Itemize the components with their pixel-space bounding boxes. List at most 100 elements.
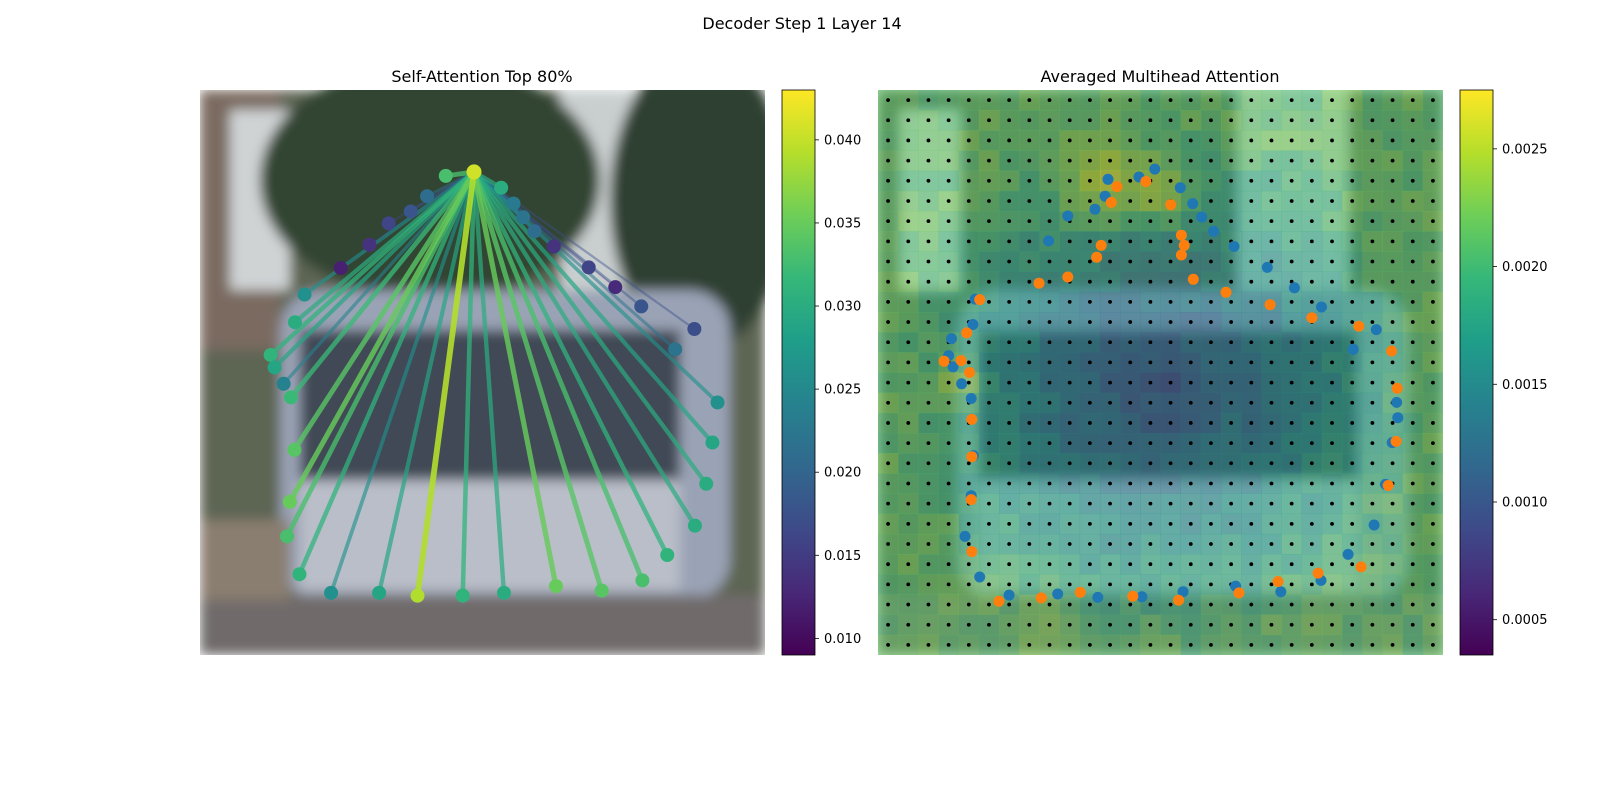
grid-dot xyxy=(1007,380,1012,385)
grid-dot xyxy=(906,562,911,567)
grid-dot xyxy=(926,602,931,607)
grid-dot xyxy=(946,239,951,244)
grid-dot xyxy=(1390,320,1395,324)
attention-line xyxy=(471,169,709,487)
grid-dot xyxy=(1047,279,1052,284)
grid-dot xyxy=(1350,299,1355,304)
grid-dot xyxy=(926,582,931,587)
grid-dot xyxy=(1007,542,1012,546)
grid-dot xyxy=(926,380,931,385)
blue-point xyxy=(956,378,968,390)
grid-dot xyxy=(1188,582,1193,587)
orange-point xyxy=(974,294,986,306)
self-attention-colorbar-tick-label: 0.030 xyxy=(824,300,861,315)
grid-dot xyxy=(1087,340,1092,345)
grid-dot xyxy=(1209,320,1213,324)
grid-dot xyxy=(1269,481,1274,486)
orange-point xyxy=(1391,382,1403,394)
grid-dot xyxy=(886,400,890,405)
grid-dot xyxy=(906,461,911,466)
grid-dot xyxy=(1168,239,1173,244)
grid-dot xyxy=(1309,501,1314,506)
grid-dot xyxy=(1410,360,1415,365)
grid-dot xyxy=(1330,178,1334,183)
attention-point xyxy=(581,260,596,275)
grid-dot xyxy=(1047,602,1052,607)
grid-dot xyxy=(1289,602,1294,607)
grid-dot xyxy=(1309,380,1314,385)
grid-dot xyxy=(987,501,991,506)
grid-dot xyxy=(886,643,890,647)
grid-dot xyxy=(966,582,971,587)
grid-dot xyxy=(1269,521,1274,526)
averaged-attention-colorbar-tick-label: 0.0025 xyxy=(1502,142,1548,157)
attention-line xyxy=(291,169,477,453)
grid-dot xyxy=(1027,622,1032,627)
blue-point xyxy=(1149,163,1161,175)
grid-dot xyxy=(1330,521,1334,526)
blue-point xyxy=(1089,203,1101,215)
grid-dot xyxy=(1269,441,1274,446)
grid-dot xyxy=(1168,622,1173,627)
attention-point xyxy=(420,189,435,204)
grid-dot xyxy=(1249,118,1254,123)
self-attention-colorbar-tick-label: 0.020 xyxy=(824,466,861,481)
orange-point xyxy=(966,546,978,558)
grid-dot xyxy=(1047,501,1052,506)
grid-dot xyxy=(1148,643,1153,647)
grid-dot xyxy=(1410,602,1415,607)
grid-dot xyxy=(906,481,911,486)
grid-dot xyxy=(1067,521,1072,526)
grid-dot xyxy=(1007,320,1012,324)
grid-dot xyxy=(1289,178,1294,183)
grid-dot xyxy=(1027,320,1032,324)
orange-point xyxy=(965,494,977,506)
attention-point xyxy=(705,435,720,450)
grid-dot xyxy=(1431,643,1435,647)
grid-dot xyxy=(1269,582,1274,587)
grid-dot xyxy=(1067,501,1072,506)
grid-dot xyxy=(1309,239,1314,244)
orange-point xyxy=(1140,176,1152,187)
grid-dot xyxy=(1410,279,1415,284)
grid-dot xyxy=(1027,380,1032,385)
grid-dot xyxy=(1350,441,1355,446)
grid-dot xyxy=(1390,421,1395,425)
grid-dot xyxy=(1027,279,1032,284)
grid-dot xyxy=(1330,441,1334,446)
grid-dot xyxy=(1007,643,1012,647)
grid-dot xyxy=(1209,380,1213,385)
grid-dot xyxy=(987,441,991,446)
grid-dot xyxy=(1047,521,1052,526)
grid-dot xyxy=(886,542,890,546)
grid-dot xyxy=(1350,380,1355,385)
grid-dot xyxy=(1431,380,1435,385)
grid-dot xyxy=(1410,521,1415,526)
grid-dot xyxy=(926,138,931,143)
grid-dot xyxy=(1188,340,1193,345)
grid-dot xyxy=(1108,118,1112,123)
grid-dot xyxy=(1410,219,1415,224)
grid-dot xyxy=(1128,118,1133,123)
grid-dot xyxy=(1289,299,1294,304)
grid-dot xyxy=(1087,441,1092,446)
grid-dot xyxy=(1370,582,1375,587)
grid-dot xyxy=(1229,259,1234,264)
grid-dot xyxy=(886,320,890,324)
grid-dot xyxy=(1249,380,1254,385)
grid-dot xyxy=(1108,98,1112,102)
grid-dot xyxy=(1330,421,1334,425)
grid-dot xyxy=(1330,461,1334,466)
grid-dot xyxy=(1309,299,1314,304)
grid-dot xyxy=(1148,219,1153,224)
grid-dot xyxy=(1067,562,1072,567)
grid-dot xyxy=(1289,400,1294,405)
grid-dot xyxy=(1188,602,1193,607)
grid-dot xyxy=(1108,602,1112,607)
grid-dot xyxy=(1370,380,1375,385)
grid-dot xyxy=(906,380,911,385)
grid-dot xyxy=(1007,481,1012,486)
grid-dot xyxy=(926,400,931,405)
grid-dot xyxy=(1108,138,1112,143)
attention-point xyxy=(506,196,521,211)
